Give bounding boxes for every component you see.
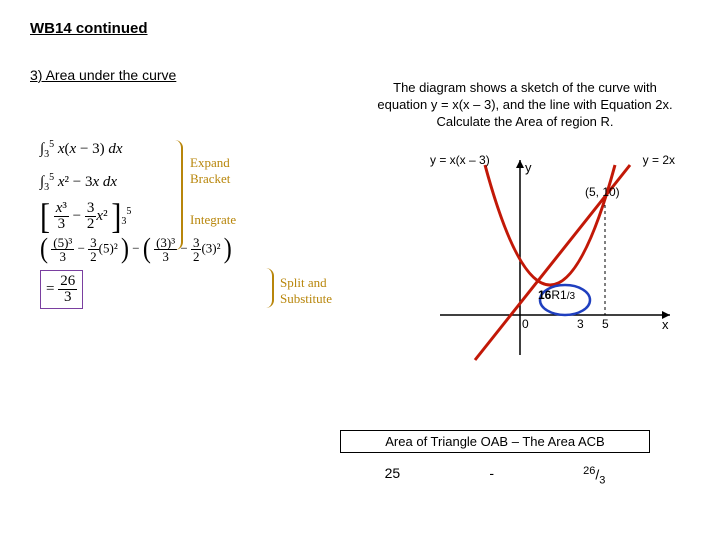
annotation-integrate: Integrate (190, 212, 236, 228)
brace-2 (266, 268, 274, 308)
math-line-4: ( (5)³3 − 32(5)² ) − ( (3)³3 − 32(3)² ) (40, 236, 232, 263)
bottom-formula: Area of Triangle OAB – The Area ACB (340, 430, 650, 453)
math-result: = 263 (40, 267, 232, 309)
label-x5: 5 (602, 317, 609, 331)
region-label: R1 (551, 288, 566, 302)
val-26-3: 26/3 (583, 465, 605, 486)
region-value: 16R1/3 (538, 288, 575, 302)
label-parabola: y = x(x – 3) (430, 153, 490, 167)
label-origin: 0 (522, 317, 529, 331)
label-line: y = 2x (643, 153, 675, 167)
graph-container: y = x(x – 3) y y = 2x (5, 10) 0 3 5 x 16… (430, 155, 680, 365)
annotation-expand: Expand Bracket (190, 155, 230, 187)
bottom-values: 25 - 26/3 (340, 465, 650, 486)
problem-statement: The diagram shows a sketch of the curve … (370, 80, 680, 131)
label-x3: 3 (577, 317, 584, 331)
page-title: WB14 continued (30, 20, 690, 37)
label-y: y (525, 160, 532, 175)
graph-svg (430, 155, 680, 365)
y-arrow-icon (516, 160, 524, 168)
brace-1 (175, 140, 183, 250)
annotation-split: Split and Substitute (280, 275, 332, 307)
val-25: 25 (385, 465, 401, 486)
label-point: (5, 10) (585, 185, 620, 199)
val-minus: - (489, 465, 494, 486)
label-x: x (662, 317, 669, 332)
